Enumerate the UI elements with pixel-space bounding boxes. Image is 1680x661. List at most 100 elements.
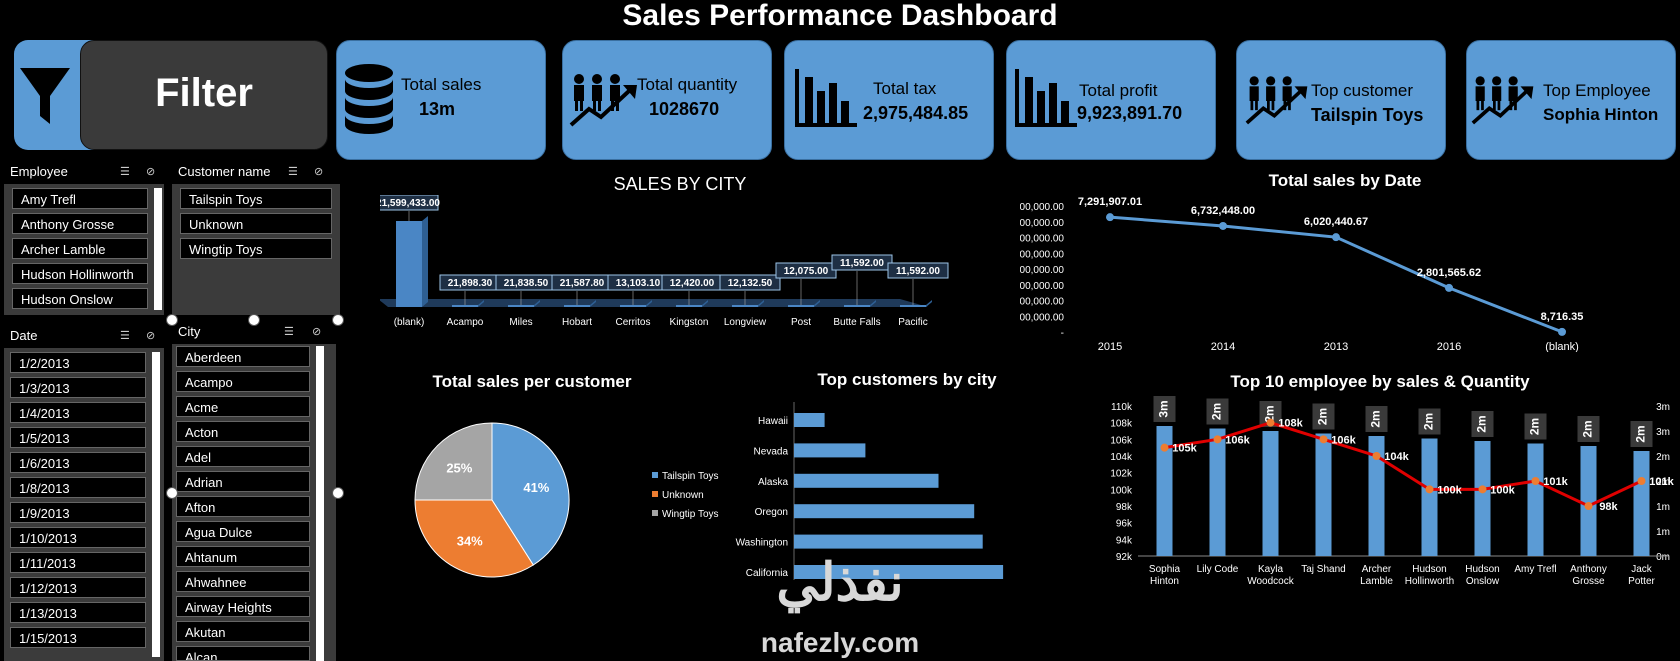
chart-title: Total sales by Date — [1268, 171, 1422, 190]
data-label: 2m — [1475, 415, 1489, 432]
resize-handle[interactable] — [166, 487, 178, 499]
kpi-value: 2,975,484.85 — [863, 103, 969, 123]
clear-filter-icon[interactable]: ⊘ — [146, 166, 156, 178]
bar — [794, 565, 1004, 579]
bar — [452, 305, 478, 307]
x-tick-label: Potter — [1628, 576, 1655, 587]
y-tick-label: - — [1061, 328, 1064, 339]
slicer-item[interactable]: Alcan — [176, 646, 310, 661]
slicer-item[interactable]: Airway Heights — [176, 596, 310, 617]
watermark-latin: nafezly.com — [760, 627, 920, 658]
legend-swatch — [652, 510, 658, 516]
slicer-item[interactable]: 1/13/2013 — [10, 602, 146, 623]
slicer-item[interactable]: Unknown — [180, 213, 332, 234]
bar-side — [590, 300, 596, 307]
filter-button[interactable]: Filter — [80, 40, 328, 150]
resize-handle[interactable] — [166, 314, 178, 326]
slicer-item[interactable]: Agua Dulce — [176, 521, 310, 542]
y-tick-label: 5,000,000.00 — [1020, 249, 1064, 260]
multi-select-icon[interactable]: ☰ — [120, 166, 130, 178]
filter-label: Filter — [155, 71, 253, 115]
x-tick-label: Lily Code — [1197, 564, 1239, 575]
slicer-item[interactable]: Hudson Onslow — [12, 288, 148, 309]
slicer-item[interactable]: Adrian — [176, 471, 310, 492]
data-label: 6,732,448.00 — [1191, 205, 1255, 217]
data-point — [1558, 327, 1566, 336]
data-label: 104k — [1384, 451, 1409, 463]
slicer-item[interactable]: Anthony Grosse — [12, 213, 148, 234]
y-tick-label-left: 102k — [1110, 469, 1133, 480]
slicer-item[interactable]: Ahwahnee — [176, 571, 310, 592]
kpi-label: Total tax — [873, 79, 937, 98]
slicer-item[interactable]: 1/10/2013 — [10, 527, 146, 548]
employee-slicer[interactable]: Employee ☰ ⊘ Amy Trefl Anthony Grosse Ar… — [4, 160, 164, 315]
data-label: 105k — [1172, 443, 1197, 455]
y-tick-label-right: 1m — [1656, 527, 1670, 538]
scrollbar[interactable] — [152, 352, 160, 657]
data-label-box — [1524, 413, 1547, 440]
slicer-item[interactable]: 1/3/2013 — [10, 377, 146, 398]
slicer-item[interactable]: Afton — [176, 496, 310, 517]
slicer-item[interactable]: Acme — [176, 396, 310, 417]
city-slicer[interactable]: City ☰ ⊘ Aberdeen Acampo Acme Acton Adel… — [172, 320, 336, 661]
scrollbar[interactable] — [316, 346, 324, 661]
multi-select-icon[interactable]: ☰ — [284, 326, 294, 338]
clear-filter-icon[interactable]: ⊘ — [312, 326, 322, 338]
kpi-value: 9,923,891.70 — [1077, 103, 1183, 123]
clear-filter-icon[interactable]: ⊘ — [146, 330, 156, 342]
slicer-item[interactable]: 1/11/2013 — [10, 552, 146, 573]
slicer-item[interactable]: Acampo — [176, 371, 310, 392]
date-slicer[interactable]: Date ☰ ⊘ 1/2/2013 1/3/2013 1/4/2013 1/5/… — [4, 324, 164, 661]
bar — [508, 305, 534, 307]
scrollbar[interactable] — [154, 188, 162, 310]
data-label: 101k — [1649, 476, 1674, 488]
slicer-item[interactable]: 1/5/2013 — [10, 427, 146, 448]
resize-handle[interactable] — [332, 314, 344, 326]
data-label: 7,291,907.01 — [1078, 196, 1142, 208]
slicer-item[interactable]: Wingtip Toys — [180, 238, 332, 259]
slicer-item[interactable]: Ahtanum — [176, 546, 310, 567]
y-tick-label-left: 94k — [1116, 535, 1133, 546]
multi-select-icon[interactable]: ☰ — [120, 330, 130, 342]
slicer-item[interactable]: 1/6/2013 — [10, 452, 146, 473]
x-tick-label: 2013 — [1324, 341, 1348, 352]
resize-handle[interactable] — [248, 314, 260, 326]
slicer-item[interactable]: Archer Lamble — [12, 238, 148, 259]
pie-label: 34% — [457, 533, 483, 548]
slicer-item[interactable]: 1/4/2013 — [10, 402, 146, 423]
slicer-item[interactable]: 1/8/2013 — [10, 477, 146, 498]
clear-filter-icon[interactable]: ⊘ — [314, 166, 324, 178]
data-label: 2m — [1422, 413, 1436, 430]
slicer-item[interactable]: 1/9/2013 — [10, 502, 146, 523]
slicer-item[interactable]: Akutan — [176, 621, 310, 642]
filter-panel[interactable]: Filter — [14, 40, 328, 150]
slicer-item[interactable]: Hudson Hollinworth — [12, 263, 148, 284]
database-icon — [345, 64, 393, 134]
data-label-box — [380, 195, 439, 211]
quantity-line — [1164, 421, 1643, 508]
data-label: 12,132.50 — [728, 278, 773, 289]
data-label-box — [1471, 411, 1494, 437]
slicer-item[interactable]: 1/12/2013 — [10, 577, 146, 598]
slicer-item[interactable]: Amy Trefl — [12, 188, 148, 209]
multi-select-icon[interactable]: ☰ — [288, 166, 298, 178]
bar — [1368, 436, 1385, 556]
slicer-item[interactable]: Aberdeen — [176, 346, 310, 367]
slicer-item[interactable]: Adel — [176, 446, 310, 467]
data-point — [1332, 233, 1340, 242]
slicer-item[interactable]: 1/15/2013 — [10, 627, 146, 648]
customer-slicer[interactable]: Customer name ☰ ⊘ Tailspin Toys Unknown … — [172, 160, 340, 315]
data-label: 11,592.00 — [840, 258, 884, 269]
data-point — [1445, 283, 1453, 292]
data-point — [1106, 213, 1114, 222]
resize-handle[interactable] — [332, 487, 344, 499]
slicer-item[interactable]: Tailspin Toys — [180, 188, 332, 209]
x-tick-label: Post — [791, 317, 811, 328]
bar-side — [534, 300, 540, 307]
slicer-item[interactable]: 1/2/2013 — [10, 352, 146, 373]
legend-swatch — [652, 491, 658, 497]
slicer-item[interactable]: Acton — [176, 421, 310, 442]
y-tick-label-right: 3m — [1656, 427, 1670, 438]
bar — [1315, 433, 1332, 556]
bar — [1156, 426, 1173, 556]
